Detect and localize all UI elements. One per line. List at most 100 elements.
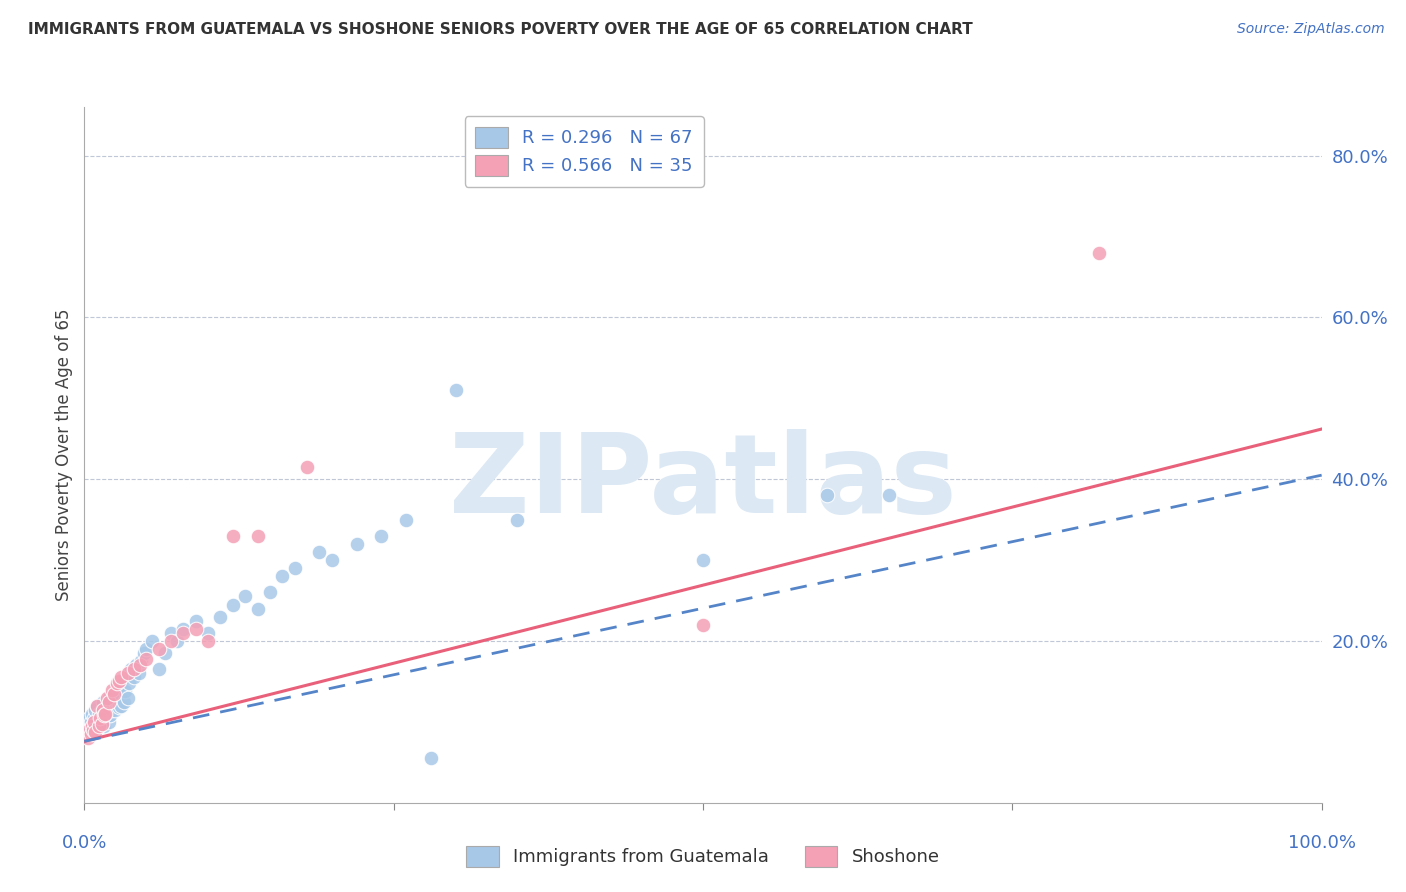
Point <box>100 682 122 697</box>
Point <box>135 652 157 666</box>
Point <box>91 711 114 725</box>
Point <box>506 513 529 527</box>
Point <box>308 545 330 559</box>
Point <box>128 666 150 681</box>
Point <box>107 687 129 701</box>
Point <box>118 676 141 690</box>
Point <box>120 662 142 676</box>
Point <box>91 695 114 709</box>
Point <box>148 642 170 657</box>
Point <box>110 678 132 692</box>
Point <box>141 634 163 648</box>
Point <box>419 751 441 765</box>
Point <box>271 569 294 583</box>
Point <box>321 553 343 567</box>
Point <box>197 626 219 640</box>
Point <box>86 698 108 713</box>
Point <box>132 646 155 660</box>
Y-axis label: Seniors Poverty Over the Age of 65: Seniors Poverty Over the Age of 65 <box>55 309 73 601</box>
Point <box>160 634 183 648</box>
Point <box>87 714 110 729</box>
Point <box>97 700 120 714</box>
Point <box>98 695 121 709</box>
Text: 0.0%: 0.0% <box>62 834 107 852</box>
Point <box>692 553 714 567</box>
Point <box>89 711 111 725</box>
Point <box>77 731 100 745</box>
Point <box>83 711 105 725</box>
Point <box>93 719 115 733</box>
Point <box>108 700 131 714</box>
Point <box>153 646 176 660</box>
Point <box>84 724 107 739</box>
Point <box>246 529 269 543</box>
Point <box>89 719 111 733</box>
Point <box>209 609 232 624</box>
Point <box>96 690 118 705</box>
Text: 100.0%: 100.0% <box>1288 834 1355 852</box>
Point <box>172 626 194 640</box>
Point <box>444 383 467 397</box>
Point <box>79 714 101 729</box>
Point <box>114 684 136 698</box>
Point <box>117 666 139 681</box>
Point <box>148 662 170 676</box>
Point <box>346 537 368 551</box>
Text: ZIPatlas: ZIPatlas <box>449 429 957 536</box>
Point <box>100 703 122 717</box>
Point <box>86 698 108 713</box>
Point <box>91 703 114 717</box>
Legend: Immigrants from Guatemala, Shoshone: Immigrants from Guatemala, Shoshone <box>458 838 948 874</box>
Point <box>395 513 418 527</box>
Point <box>110 670 132 684</box>
Point <box>259 585 281 599</box>
Point <box>815 488 838 502</box>
Text: Source: ZipAtlas.com: Source: ZipAtlas.com <box>1237 22 1385 37</box>
Point <box>246 601 269 615</box>
Point <box>83 714 105 729</box>
Point <box>104 703 127 717</box>
Point <box>135 642 157 657</box>
Point <box>82 719 104 733</box>
Point <box>94 705 117 719</box>
Point <box>82 723 104 737</box>
Point <box>101 698 124 713</box>
Point <box>93 708 115 723</box>
Point <box>184 614 207 628</box>
Point <box>94 706 117 721</box>
Point <box>89 706 111 721</box>
Point <box>122 670 145 684</box>
Point <box>84 703 107 717</box>
Point <box>233 590 256 604</box>
Point <box>1088 245 1111 260</box>
Point <box>89 719 111 733</box>
Point <box>105 695 128 709</box>
Point <box>370 529 392 543</box>
Point <box>117 690 139 705</box>
Point <box>90 716 112 731</box>
Point <box>222 529 245 543</box>
Point <box>80 706 103 721</box>
Point <box>96 708 118 723</box>
Point <box>79 723 101 737</box>
Point <box>112 695 135 709</box>
Point <box>172 622 194 636</box>
Point <box>105 676 128 690</box>
Point <box>90 703 112 717</box>
Point <box>125 658 148 673</box>
Point <box>166 634 188 648</box>
Point <box>295 460 318 475</box>
Point <box>80 719 103 733</box>
Point <box>129 654 152 668</box>
Point <box>77 719 100 733</box>
Point <box>98 690 121 705</box>
Point <box>79 711 101 725</box>
Point <box>129 658 152 673</box>
Point <box>98 708 121 723</box>
Point <box>160 626 183 640</box>
Point <box>98 714 121 729</box>
Point <box>197 634 219 648</box>
Point <box>86 723 108 737</box>
Text: IMMIGRANTS FROM GUATEMALA VS SHOSHONE SENIORS POVERTY OVER THE AGE OF 65 CORRELA: IMMIGRANTS FROM GUATEMALA VS SHOSHONE SE… <box>28 22 973 37</box>
Point <box>110 698 132 713</box>
